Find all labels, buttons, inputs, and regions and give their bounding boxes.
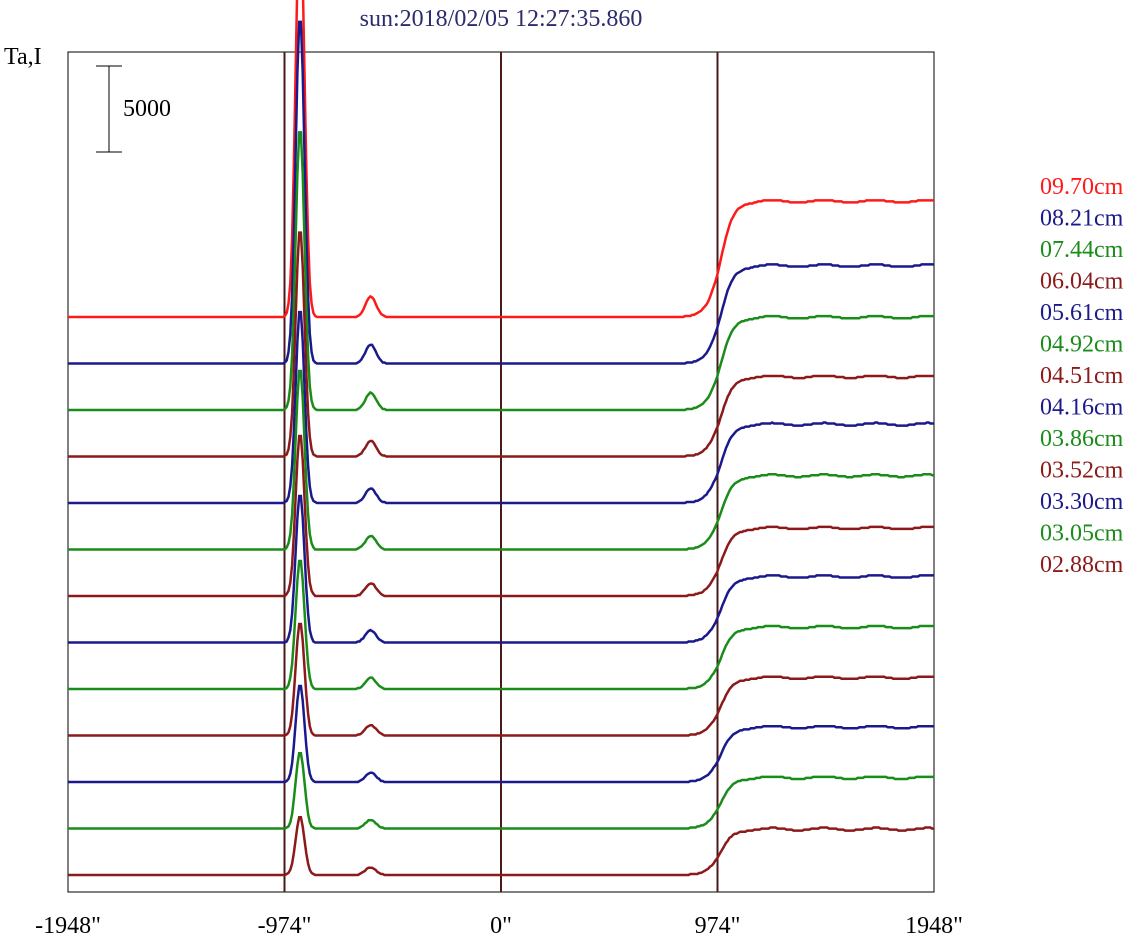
series-line-03.86cm bbox=[68, 559, 934, 691]
legend: 09.70cm 08.21cm 07.44cm 06.04cm 05.61cm 04.92… bbox=[1040, 174, 1124, 578]
y-axis-label: Ta,I bbox=[4, 44, 42, 70]
legend-entry-09.70cm: 09.70cm bbox=[1040, 174, 1124, 200]
vertical-reference-lines bbox=[283, 52, 719, 892]
chart-title: sun:2018/02/05 12:27:35.860 bbox=[360, 6, 643, 32]
legend-entry-06.04cm: 06.04cm bbox=[1040, 269, 1124, 295]
series-line-08.21cm bbox=[68, 20, 934, 365]
x-tick-label-3: 974" bbox=[695, 913, 741, 939]
spectrum-curves bbox=[68, 0, 934, 877]
series-line-03.30cm bbox=[68, 684, 934, 784]
x-tick-label-4: 1948" bbox=[905, 913, 963, 939]
series-line-04.16cm bbox=[68, 494, 934, 644]
x-tick-labels: -1948" -974" 0" 974" 1948" bbox=[35, 913, 963, 939]
scale-bar: 5000 bbox=[96, 65, 171, 153]
x-tick-label-1: -974" bbox=[258, 913, 312, 939]
legend-entry-04.51cm: 04.51cm bbox=[1040, 363, 1124, 389]
legend-entry-04.92cm: 04.92cm bbox=[1040, 332, 1124, 358]
series-line-03.52cm bbox=[68, 622, 934, 737]
series-line-02.88cm bbox=[68, 815, 934, 877]
series-line-05.61cm bbox=[68, 310, 934, 505]
x-tick-label-2: 0" bbox=[490, 913, 512, 939]
legend-entry-05.61cm: 05.61cm bbox=[1040, 300, 1124, 326]
series-line-04.51cm bbox=[68, 434, 934, 598]
legend-entry-03.05cm: 03.05cm bbox=[1040, 521, 1124, 547]
series-line-04.92cm bbox=[68, 369, 934, 551]
legend-entry-08.21cm: 08.21cm bbox=[1040, 206, 1124, 232]
series-line-09.70cm bbox=[68, 0, 934, 319]
series-line-03.05cm bbox=[68, 751, 934, 830]
x-tick-label-0: -1948" bbox=[35, 913, 101, 939]
scale-bar-label: 5000 bbox=[123, 96, 171, 122]
legend-entry-03.52cm: 03.52cm bbox=[1040, 458, 1124, 484]
legend-entry-03.30cm: 03.30cm bbox=[1040, 489, 1124, 515]
legend-entry-02.88cm: 02.88cm bbox=[1040, 552, 1124, 578]
legend-entry-03.86cm: 03.86cm bbox=[1040, 426, 1124, 452]
legend-entry-07.44cm: 07.44cm bbox=[1040, 237, 1124, 263]
series-line-07.44cm bbox=[68, 131, 934, 412]
series-line-06.04cm bbox=[68, 231, 934, 458]
legend-entry-04.16cm: 04.16cm bbox=[1040, 395, 1124, 421]
